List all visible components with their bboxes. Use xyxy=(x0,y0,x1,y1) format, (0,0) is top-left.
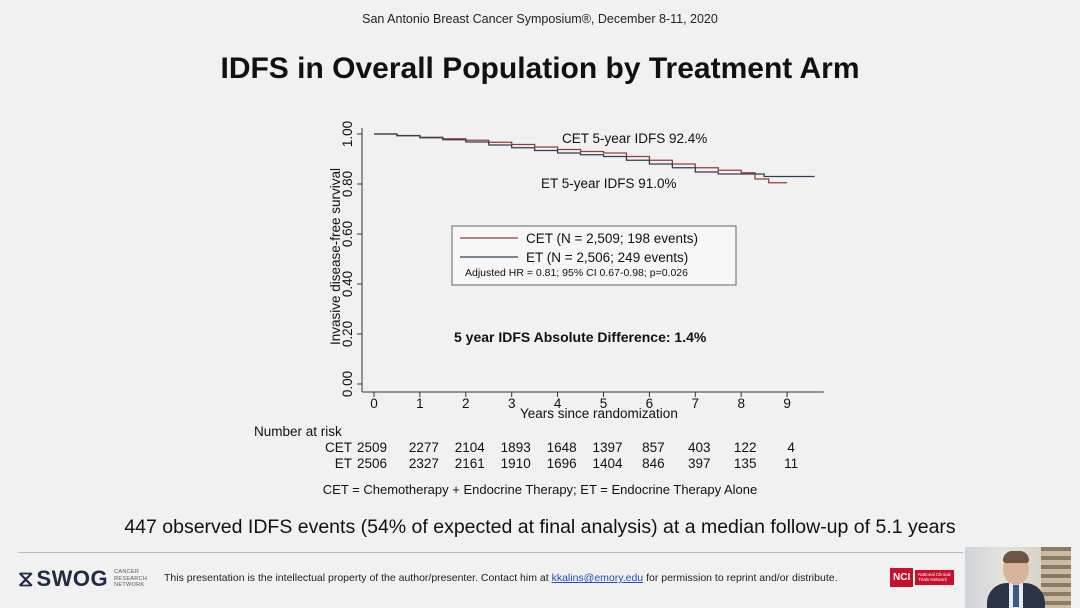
x-tick-label: 6 xyxy=(646,396,654,411)
risk-cell: 1397 xyxy=(592,440,622,455)
risk-cell: 1404 xyxy=(592,456,623,471)
risk-cell: 403 xyxy=(688,440,711,455)
risk-cell: 2161 xyxy=(455,456,485,471)
abbreviation-footnote: CET = Chemotherapy + Endocrine Therapy; … xyxy=(322,482,758,497)
nci-logo: NCI National Clinical Trials Network xyxy=(890,566,964,588)
x-tick-label: 9 xyxy=(783,396,791,411)
risk-cell: 135 xyxy=(734,456,757,471)
risk-cell: 2509 xyxy=(357,440,387,455)
risk-table-title: Number at risk xyxy=(254,424,342,439)
swog-wordmark: SWOG xyxy=(36,566,109,591)
legend-box xyxy=(451,225,737,286)
bookshelf-background xyxy=(1041,547,1071,608)
risk-cell: 2104 xyxy=(455,440,486,455)
risk-cell: 11 xyxy=(784,456,798,471)
nci-subtitle: National Clinical Trials Network xyxy=(915,569,954,585)
dna-helix-icon: ⧖ xyxy=(18,566,34,591)
km-chart: 0 1 2 3 4 5 6 7 8 9 0.00 0.20 0.40 0.60 0.80 1.00 Years … xyxy=(254,121,824,471)
risk-cell: 2506 xyxy=(357,456,387,471)
x-tick-label: 2 xyxy=(462,396,470,411)
y-axis-label: Invasive disease-free survival xyxy=(328,168,343,345)
contact-email-link[interactable]: kkalins@emory.edu xyxy=(551,572,644,584)
y-tick-label: 1.00 xyxy=(340,121,355,147)
x-tick-label: 0 xyxy=(370,396,378,411)
risk-cell: 1910 xyxy=(501,456,531,471)
y-tick-label: 0.60 xyxy=(340,221,355,247)
y-tick-label: 0.00 xyxy=(340,371,355,397)
x-tick-label: 8 xyxy=(737,396,745,411)
legend-entry-et: ET (N = 2,506; 249 events) xyxy=(526,250,688,265)
x-tick-label: 4 xyxy=(554,396,562,411)
legend-entry-cet: CET (N = 2,509; 198 events) xyxy=(526,231,698,246)
risk-cell: 4 xyxy=(787,440,795,455)
y-tick-label: 0.40 xyxy=(340,271,355,297)
series-line-cet xyxy=(374,133,788,184)
y-tick-label: 0.20 xyxy=(340,321,355,347)
series-line-et xyxy=(374,133,815,178)
x-tick-label: 1 xyxy=(416,396,424,411)
x-axis-label: Years since randomization xyxy=(520,406,678,421)
x-tick-label: 5 xyxy=(600,396,608,411)
footer: ⧖ SWOG CANCER RESEARCH NETWORK This pres… xyxy=(0,556,1080,608)
nci-mark: NCI xyxy=(890,567,914,587)
risk-cell: 1893 xyxy=(501,440,531,455)
presenter-webcam xyxy=(965,547,1071,608)
risk-cell: 846 xyxy=(642,456,665,471)
risk-cell: 397 xyxy=(688,456,711,471)
swog-subtitle: CANCER RESEARCH NETWORK xyxy=(114,569,148,589)
x-tick-label: 7 xyxy=(692,396,700,411)
difference-annotation: 5 year IDFS Absolute Difference: 1.4% xyxy=(454,329,707,345)
legend-hr-text: Adjusted HR = 0.81; 95% CI 0.67-0.98; p=… xyxy=(465,267,688,279)
risk-cell: 2277 xyxy=(409,440,439,455)
risk-cell: 1648 xyxy=(547,440,577,455)
copyright-disclaimer: This presentation is the intellectual pr… xyxy=(164,572,838,584)
risk-cell: 857 xyxy=(642,440,665,455)
risk-cell: 1696 xyxy=(547,456,577,471)
x-tick-label: 3 xyxy=(508,396,516,411)
et-annotation: ET 5-year IDFS 91.0% xyxy=(541,176,677,191)
risk-cell: 2327 xyxy=(409,456,439,471)
conference-header: San Antonio Breast Cancer Symposium®, De… xyxy=(362,12,718,26)
risk-row-label-et: ET xyxy=(335,456,352,471)
swog-logo: ⧖ SWOG CANCER RESEARCH NETWORK xyxy=(18,562,147,596)
cet-annotation: CET 5-year IDFS 92.4% xyxy=(562,131,707,146)
summary-text: 447 observed IDFS events (54% of expecte… xyxy=(124,516,956,538)
presenter-hair xyxy=(1003,551,1029,563)
y-tick-label: 0.80 xyxy=(340,171,355,197)
risk-row-label-cet: CET xyxy=(325,440,352,455)
footer-divider xyxy=(18,552,963,553)
slide-title: IDFS in Overall Population by Treatment … xyxy=(220,52,860,85)
risk-cell: 122 xyxy=(734,440,757,455)
presenter-tie xyxy=(1013,585,1019,607)
